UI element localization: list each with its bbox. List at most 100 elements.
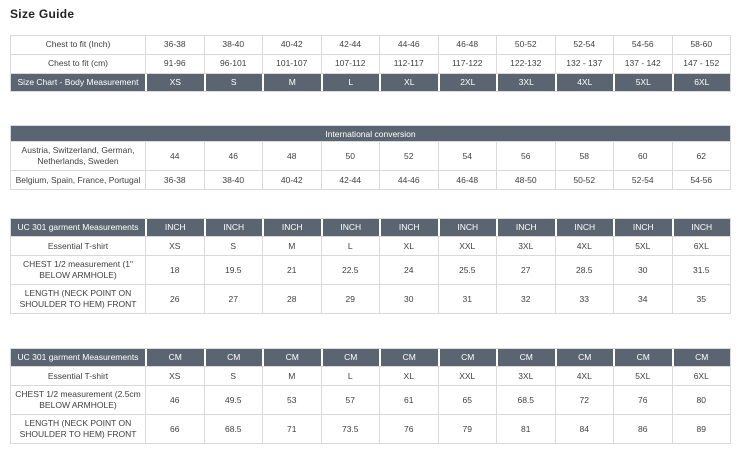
table-row: Essential T-shirt XS S M L XL XXL 3XL 4XL 5XL 6XL [11,366,731,386]
header-cell: CM [320,349,379,367]
header-row-label: Size Chart - Body Measurement [11,74,145,91]
value-cell: 53 [262,386,321,415]
value-cell: 26 [145,285,204,314]
row-label: LENGTH (NECK POINT ON SHOULDER TO HEM) F… [19,418,137,440]
value-cell: 117-122 [437,55,497,73]
value-cell: 54 [437,142,497,171]
table-row: Essential T-shirt XS S M L XL XXL 3XL 4XL 5XL 6XL [11,236,731,256]
header-cell: INCH [613,219,672,237]
value-cell: 68.5 [496,386,555,415]
header-cell: 5XL [613,74,672,91]
table-body-measurement: Chest to fit (Inch) 36-38 38-40 40-42 42-44 4… [10,35,731,92]
table-row: Belgium, Spain, France, Portugal 36-38 38-… [11,170,730,190]
value-cell: 46-48 [437,171,497,190]
header-cell: L [320,74,379,91]
size-guide-page: Size Guide Chest to fit (Inch) 36-38 38-40… [10,7,731,445]
row-label: Austria, Switzerland, German, Netherland… [21,145,135,167]
value-cell: 27 [203,285,263,314]
table-international-conversion: International conversion Austria, Switzer… [10,125,731,191]
value-cell: 73.5 [320,415,380,444]
header-cell: 2XL [437,74,496,91]
value-cell: 60 [613,142,672,171]
table-row: Chest to fit (Inch) 36-38 38-40 40-42 42-44 4… [11,36,730,54]
value-cell: 38-40 [203,36,263,54]
value-cell: 42-44 [320,36,380,54]
value-cell: 71 [262,415,321,444]
row-label: Chest to fit (Inch) [45,39,111,50]
value-cell: 6XL [671,367,731,386]
value-cell: XL [379,367,438,386]
value-cell: 5XL [613,237,672,256]
value-cell: 79 [437,415,497,444]
value-cell: 40-42 [262,171,321,190]
value-cell: XXL [437,367,497,386]
table-row: LENGTH (NECK POINT ON SHOULDER TO HEM) F… [11,414,731,444]
header-cell: S [203,74,262,91]
value-cell: 46 [145,386,204,415]
value-cell: 107-112 [320,55,380,73]
value-cell: 91-96 [145,55,204,73]
value-cell: 61 [379,386,438,415]
row-label: Essential T-shirt [47,370,109,381]
value-cell: 33 [554,285,614,314]
table-row: Austria, Switzerland, German, Netherland… [11,141,730,171]
value-cell: 4XL [554,237,614,256]
value-cell: 58 [554,142,614,171]
header-cell: INCH [203,219,262,237]
value-cell: 89 [671,415,731,444]
table-title-bar: International conversion [11,126,730,141]
value-cell: 3XL [496,237,555,256]
table-row: Chest to fit (cm) 91-96 96-101 101-107 107-1… [11,54,730,73]
value-cell: 32 [496,285,555,314]
value-cell: 40-42 [262,36,321,54]
value-cell: 18 [145,256,204,285]
header-cell: XS [145,74,204,91]
value-cell: S [203,237,263,256]
value-cell: XL [379,237,438,256]
value-cell: 38-40 [203,171,263,190]
table-row: CHEST 1/2 measurement (2.5cm BELOW ARMHO… [11,385,731,415]
value-cell: 56 [496,142,555,171]
value-cell: 54-56 [613,36,672,54]
value-cell: 57 [320,386,380,415]
header-cell: CM [379,349,438,367]
value-cell: XS [145,367,204,386]
header-cell: XL [379,74,438,91]
value-cell: 36-38 [145,36,204,54]
value-cell: 76 [379,415,438,444]
row-label: CHEST 1/2 measurement (1" BELOW ARMHOLE) [22,259,134,281]
row-label: Chest to fit (cm) [48,58,108,69]
value-cell: 36-38 [145,171,204,190]
header-cell: INCH [379,219,438,237]
value-cell: 31.5 [671,256,731,285]
table-row: LENGTH (NECK POINT ON SHOULDER TO HEM) F… [11,284,731,314]
value-cell: 34 [613,285,672,314]
header-cell: CM [145,349,204,367]
value-cell: 80 [671,386,731,415]
table-header-row: Size Chart - Body Measurement XS S M L XL 2XL 3… [11,73,730,91]
value-cell: 48-50 [496,171,555,190]
value-cell: 137 - 142 [613,55,672,73]
tables: Chest to fit (Inch) 36-38 38-40 40-42 42-44 4… [10,35,731,445]
header-cell: INCH [554,219,613,237]
value-cell: 6XL [671,237,731,256]
value-cell: 4XL [554,367,614,386]
value-cell: 27 [496,256,555,285]
value-cell: M [262,367,321,386]
header-cell: 4XL [554,74,613,91]
table-garment-inch: UC 301 garment Measurements INCH INCH INCH I… [10,218,731,315]
value-cell: 52-54 [613,171,672,190]
header-cell: M [262,74,321,91]
value-cell: 44-46 [379,171,438,190]
value-cell: 24 [379,256,438,285]
value-cell: 30 [613,256,672,285]
value-cell: 122-132 [496,55,555,73]
value-cell: XS [145,237,204,256]
value-cell: 86 [613,415,672,444]
table-garment-cm: UC 301 garment Measurements CM CM CM CM CM CM C… [10,348,731,445]
row-label: Belgium, Spain, France, Portugal [15,174,141,185]
value-cell: 50-52 [554,171,614,190]
value-cell: 132 - 137 [554,55,614,73]
value-cell: 81 [496,415,555,444]
value-cell: 35 [671,285,731,314]
